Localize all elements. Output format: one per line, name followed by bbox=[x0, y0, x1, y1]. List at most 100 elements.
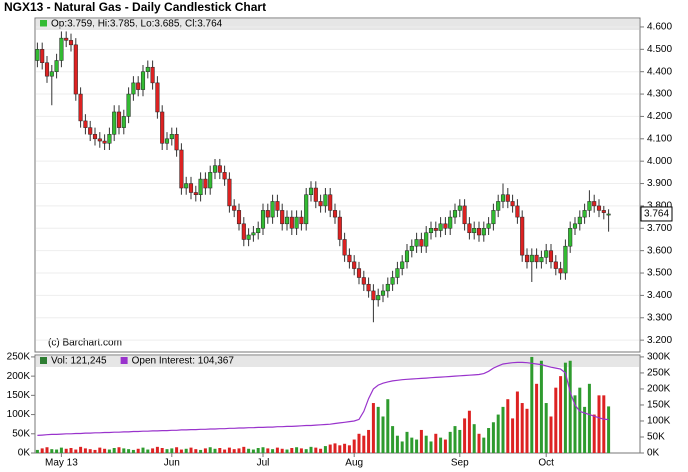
candle-body bbox=[107, 134, 112, 144]
volume-bar bbox=[539, 360, 543, 453]
candle-body bbox=[44, 62, 50, 77]
y-tick-label: 4.200 bbox=[647, 111, 672, 122]
volume-bar bbox=[304, 449, 308, 453]
y-tick-label: 3.900 bbox=[647, 178, 672, 189]
volume-bar bbox=[88, 449, 92, 453]
candle-body bbox=[332, 210, 338, 218]
candle-body bbox=[534, 254, 539, 263]
candle-body bbox=[140, 71, 146, 90]
volume-bar bbox=[338, 445, 342, 453]
volume-bar bbox=[381, 416, 385, 453]
candle-body bbox=[49, 71, 54, 77]
candle-body bbox=[568, 228, 573, 247]
candle-body bbox=[347, 254, 352, 263]
candle-body bbox=[587, 201, 592, 211]
volume-bar bbox=[218, 448, 222, 453]
volume-bar bbox=[35, 449, 39, 453]
volume-bar bbox=[328, 444, 332, 453]
volume-bar bbox=[141, 447, 145, 453]
volume-bar bbox=[151, 448, 155, 453]
candle-body bbox=[500, 194, 506, 202]
volume-bar bbox=[179, 449, 183, 453]
candle-body bbox=[188, 183, 194, 193]
candle-body bbox=[361, 277, 366, 285]
candle-body bbox=[131, 82, 136, 95]
volume-bar bbox=[299, 448, 303, 453]
candle-body bbox=[308, 187, 314, 195]
y-tick-label: 3.300 bbox=[647, 312, 672, 323]
candle-body bbox=[404, 250, 410, 263]
candle-body bbox=[222, 172, 227, 180]
candle-body bbox=[265, 210, 270, 218]
volume-bar bbox=[482, 437, 486, 453]
volume-bar bbox=[395, 435, 399, 453]
y-tick-label: 250K bbox=[7, 352, 31, 363]
volume-bar bbox=[506, 399, 510, 453]
legend-swatch bbox=[40, 357, 47, 364]
volume-bar bbox=[525, 408, 529, 453]
volume-bar bbox=[357, 433, 361, 453]
volume-bar bbox=[578, 387, 582, 453]
candle-body bbox=[323, 194, 328, 207]
volume-bar bbox=[544, 403, 548, 453]
y2-tick-label: 150K bbox=[647, 400, 671, 411]
candle-body bbox=[203, 178, 208, 189]
volume-bar bbox=[367, 429, 371, 453]
candle-body bbox=[116, 111, 122, 128]
candle-body bbox=[510, 201, 515, 207]
candle-body bbox=[251, 232, 256, 236]
volume-bar bbox=[439, 437, 443, 453]
candle-body bbox=[352, 261, 357, 269]
candle-body bbox=[390, 277, 395, 285]
candle-body bbox=[304, 194, 309, 225]
candle-body bbox=[448, 216, 453, 229]
volume-bar bbox=[45, 447, 49, 453]
volume-bar bbox=[573, 395, 577, 453]
chart-title: NGX13 - Natural Gas - Daily Candlestick … bbox=[4, 0, 266, 14]
x-tick-label: May 13 bbox=[45, 458, 78, 469]
volume-bar bbox=[107, 449, 111, 453]
candle-body bbox=[299, 216, 304, 225]
candle-body bbox=[472, 228, 477, 234]
candle-body bbox=[227, 178, 232, 207]
volume-bar bbox=[280, 448, 284, 453]
volume-bar bbox=[319, 448, 323, 453]
volume-bar bbox=[347, 445, 351, 453]
volume-bar bbox=[520, 403, 524, 453]
volume-bar bbox=[155, 446, 159, 453]
volume-bar bbox=[103, 448, 107, 453]
volume-bar bbox=[194, 449, 198, 453]
volume-bar bbox=[285, 449, 289, 453]
volume-bar bbox=[487, 428, 491, 453]
price-header bbox=[36, 19, 639, 30]
candle-body bbox=[68, 40, 74, 46]
y2-tick-label: 250K bbox=[647, 368, 671, 379]
volume-bar bbox=[208, 447, 212, 453]
y2-tick-label: 300K bbox=[647, 352, 671, 363]
candle-body bbox=[582, 210, 587, 218]
volume-bar bbox=[371, 403, 375, 453]
candle-body bbox=[121, 116, 126, 128]
candle-body bbox=[78, 93, 83, 122]
candle-body bbox=[217, 165, 222, 173]
volume-bar bbox=[362, 435, 366, 453]
volume-bar bbox=[165, 449, 169, 453]
volume-bar bbox=[391, 426, 395, 453]
volume-bar bbox=[117, 447, 121, 453]
volume-bar bbox=[40, 448, 44, 453]
volume-bar bbox=[98, 447, 102, 453]
volume-bar bbox=[386, 399, 390, 453]
y-tick-label: 4.400 bbox=[647, 66, 672, 77]
volume-bar bbox=[559, 376, 563, 453]
candle-body bbox=[88, 127, 93, 135]
candle-body bbox=[102, 140, 107, 144]
volume-bar bbox=[170, 448, 174, 453]
volume-bar bbox=[443, 439, 447, 453]
candle-body bbox=[424, 232, 429, 247]
volume-bar bbox=[74, 449, 78, 453]
candle-body bbox=[376, 295, 381, 301]
candle-body bbox=[356, 268, 362, 278]
volume-bar bbox=[232, 449, 236, 453]
volume-bar bbox=[491, 422, 495, 453]
